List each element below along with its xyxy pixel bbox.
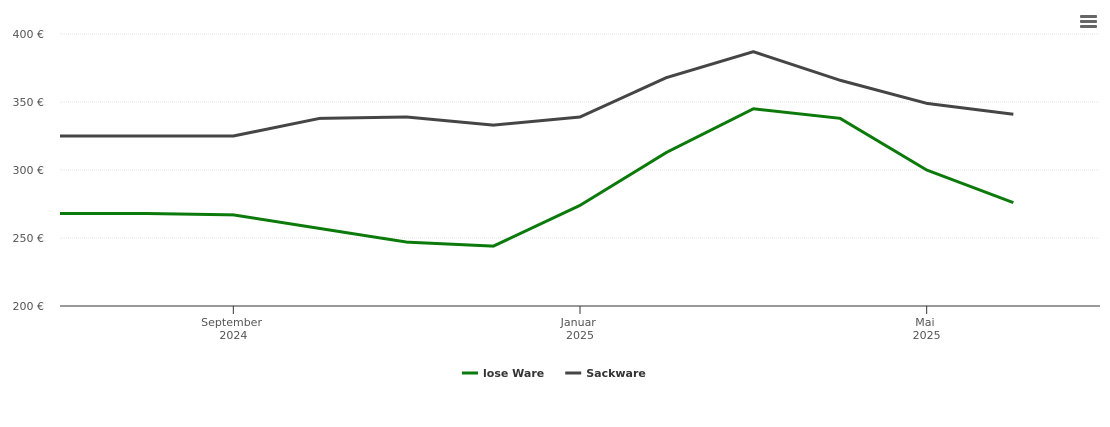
series-line — [60, 50, 1014, 138]
x-tick-label: Mai 2025 — [913, 316, 941, 342]
y-tick-label: 400 € — [13, 28, 45, 41]
x-tick-label: September 2024 — [201, 316, 265, 342]
legend-label: Sackware — [586, 367, 646, 380]
y-tick-label: 350 € — [13, 96, 45, 109]
legend-label: lose Ware — [483, 367, 544, 380]
menu-icon[interactable] — [1080, 15, 1097, 28]
y-tick-label: 250 € — [13, 232, 45, 245]
series-line — [60, 107, 1014, 248]
x-tick-label: Januar 2025 — [560, 316, 600, 342]
y-tick-label: 300 € — [13, 164, 45, 177]
y-tick-label: 200 € — [13, 300, 45, 313]
legend: lose Ware Sackware — [462, 367, 646, 380]
